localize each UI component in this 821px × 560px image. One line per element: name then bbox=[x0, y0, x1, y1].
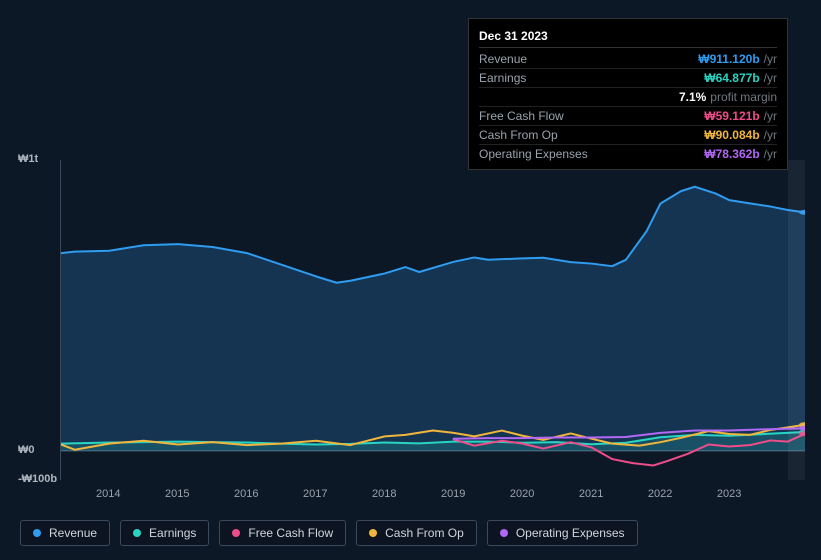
tooltip-label: Free Cash Flow bbox=[479, 109, 564, 123]
tooltip-value: ₩911.120b/yr bbox=[698, 52, 777, 66]
legend-item[interactable]: Cash From Op bbox=[356, 520, 477, 546]
legend-dot-icon bbox=[500, 529, 508, 537]
legend-label: Free Cash Flow bbox=[248, 526, 333, 540]
legend-item[interactable]: Free Cash Flow bbox=[219, 520, 346, 546]
chart-tooltip: Dec 31 2023 Revenue ₩911.120b/yr Earnings ₩… bbox=[468, 18, 788, 170]
legend-dot-icon bbox=[369, 529, 377, 537]
tooltip-value: ₩90.084b/yr bbox=[704, 128, 777, 142]
tooltip-row-fcf: Free Cash Flow ₩59.121b/yr bbox=[479, 107, 777, 126]
tooltip-value: ₩64.877b/yr bbox=[704, 71, 777, 85]
tooltip-row-revenue: Revenue ₩911.120b/yr bbox=[479, 50, 777, 69]
tooltip-label: Revenue bbox=[479, 52, 527, 66]
legend-item[interactable]: Operating Expenses bbox=[487, 520, 638, 546]
y-axis-label: -₩100b bbox=[18, 473, 57, 485]
legend-dot-icon bbox=[232, 529, 240, 537]
tooltip-row-earnings: Earnings ₩64.877b/yr bbox=[479, 69, 777, 88]
x-axis-label: 2015 bbox=[165, 488, 189, 500]
x-axis-label: 2016 bbox=[234, 488, 258, 500]
legend-item[interactable]: Revenue bbox=[20, 520, 110, 546]
legend-label: Cash From Op bbox=[385, 526, 464, 540]
legend-item[interactable]: Earnings bbox=[120, 520, 209, 546]
x-axis-label: 2022 bbox=[648, 488, 672, 500]
tooltip-label: Earnings bbox=[479, 71, 526, 85]
financials-chart[interactable]: ₩1t₩0-₩100b 2014201520162017201820192020… bbox=[18, 160, 805, 500]
x-axis-label: 2018 bbox=[372, 488, 396, 500]
x-axis-label: 2017 bbox=[303, 488, 327, 500]
x-axis-label: 2021 bbox=[579, 488, 603, 500]
y-axis-label: ₩1t bbox=[18, 153, 38, 165]
x-axis-label: 2020 bbox=[510, 488, 534, 500]
legend-label: Revenue bbox=[49, 526, 97, 540]
tooltip-row-margin: 7.1%profit margin bbox=[479, 88, 777, 107]
tooltip-row-cfo: Cash From Op ₩90.084b/yr bbox=[479, 126, 777, 145]
x-axis-label: 2019 bbox=[441, 488, 465, 500]
tooltip-value: 7.1%profit margin bbox=[679, 90, 777, 104]
tooltip-row-opex: Operating Expenses ₩78.362b/yr bbox=[479, 145, 777, 163]
legend-label: Earnings bbox=[149, 526, 196, 540]
legend-dot-icon bbox=[133, 529, 141, 537]
legend-dot-icon bbox=[33, 529, 41, 537]
tooltip-date: Dec 31 2023 bbox=[479, 25, 777, 48]
chart-legend: Revenue Earnings Free Cash Flow Cash From O… bbox=[20, 520, 638, 546]
tooltip-label: Cash From Op bbox=[479, 128, 558, 142]
legend-label: Operating Expenses bbox=[516, 526, 625, 540]
y-axis-label: ₩0 bbox=[18, 444, 35, 456]
x-axis-label: 2023 bbox=[717, 488, 741, 500]
x-axis-label: 2014 bbox=[96, 488, 120, 500]
tooltip-value: ₩78.362b/yr bbox=[704, 147, 777, 161]
tooltip-value: ₩59.121b/yr bbox=[704, 109, 777, 123]
tooltip-label: Operating Expenses bbox=[479, 147, 588, 161]
